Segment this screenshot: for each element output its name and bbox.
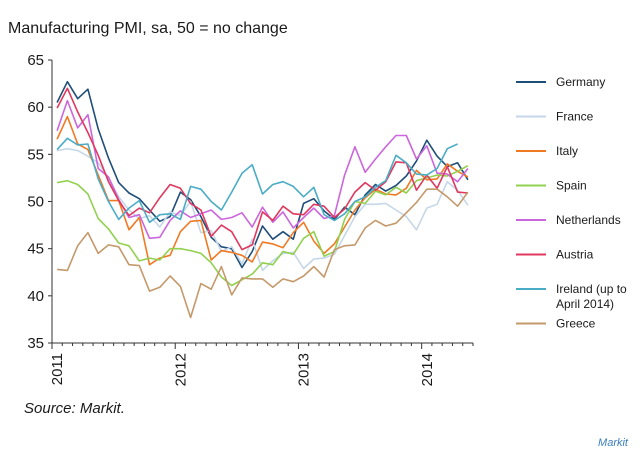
source-note: Source: Markit.	[24, 400, 125, 417]
y-tick-label: 60	[27, 99, 44, 116]
legend-label: Ireland (up to April 2014)	[556, 282, 627, 311]
series-line-italy	[56, 115, 469, 266]
legend-label: Spain	[556, 179, 587, 193]
chart-title: Manufacturing PMI, sa, 50 = no change	[8, 20, 288, 37]
legend-label: Italy	[556, 144, 578, 158]
y-tick-label: 40	[27, 288, 44, 305]
chart-legend: Germany France Italy Spain Netherlands Austri…	[516, 75, 627, 331]
chart-axes: 35 40 45 50 55 60 65 2011 2012 2013 2014	[27, 52, 474, 386]
series-line-germany	[56, 80, 469, 269]
legend-label: Greece	[556, 317, 596, 331]
series-line-france	[56, 147, 469, 272]
legend-label: Germany	[556, 75, 605, 89]
legend-label: Austria	[556, 248, 594, 262]
x-tick-label: 2013	[296, 353, 313, 386]
y-tick-label: 65	[27, 52, 44, 69]
series-line-austria	[56, 87, 468, 251]
y-tick-label: 35	[27, 335, 44, 352]
y-tick-label: 55	[27, 146, 44, 163]
y-tick-label: 45	[27, 241, 44, 258]
chart-series-lines	[56, 80, 469, 319]
y-tick-label: 50	[27, 194, 44, 211]
legend-label: France	[556, 110, 594, 124]
x-tick-label: 2014	[419, 353, 436, 386]
brand-mark: Markit	[598, 437, 628, 449]
series-line-spain	[56, 164, 469, 287]
series-line-ireland	[56, 137, 458, 224]
legend-label: Netherlands	[556, 213, 621, 227]
series-line-greece	[57, 188, 469, 319]
x-tick-label: 2012	[172, 353, 189, 386]
x-tick-label: 2011	[49, 353, 66, 385]
